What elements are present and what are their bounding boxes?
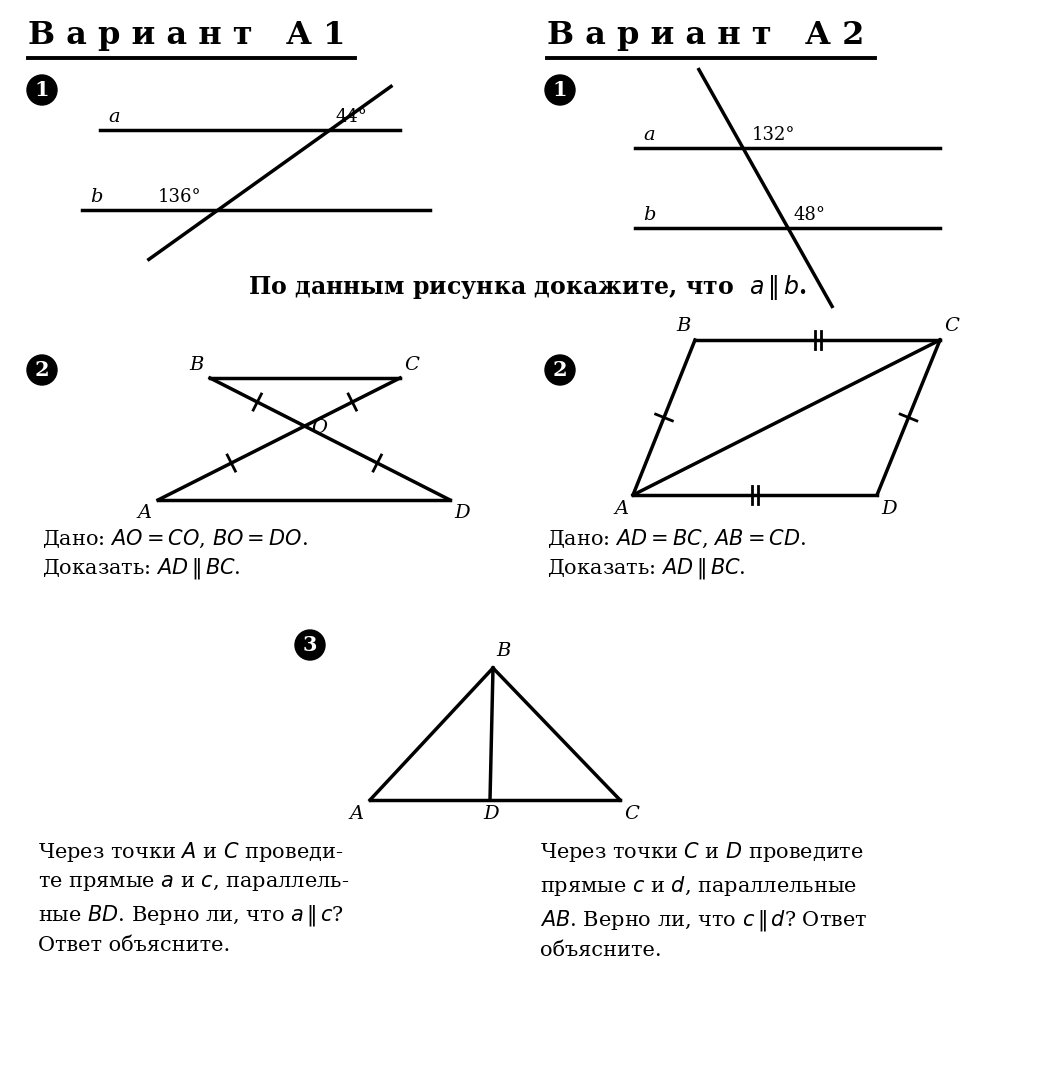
- Text: b: b: [90, 188, 102, 206]
- Text: 2: 2: [552, 360, 567, 380]
- Text: Через точки $A$ и $C$ проведи-
те прямые $a$ и $c$, параллель-
ные $BD$. Верно л: Через точки $A$ и $C$ проведи- те прямые…: [38, 840, 349, 955]
- Circle shape: [27, 75, 57, 104]
- Circle shape: [545, 75, 575, 104]
- Text: 2: 2: [35, 360, 50, 380]
- Text: Доказать: $AD\,\|\,BC$.: Доказать: $AD\,\|\,BC$.: [42, 556, 240, 581]
- Text: 136°: 136°: [158, 188, 201, 206]
- Text: Дано: $AO = CO$, $BO = DO$.: Дано: $AO = CO$, $BO = DO$.: [42, 528, 308, 550]
- Text: B: B: [677, 317, 691, 335]
- Text: D: D: [881, 500, 897, 518]
- Text: По данным рисунка докажите, что  $a\,\|\,b$.: По данным рисунка докажите, что $a\,\|\,…: [248, 274, 806, 303]
- Text: 132°: 132°: [752, 126, 796, 144]
- Text: C: C: [944, 317, 959, 335]
- Text: В а р и а н т   А 1: В а р и а н т А 1: [28, 20, 346, 51]
- Circle shape: [545, 355, 575, 384]
- Text: Через точки $C$ и $D$ проведите
прямые $c$ и $d$, параллельные
$AB$. Верно ли, ч: Через точки $C$ и $D$ проведите прямые $…: [540, 840, 867, 960]
- Text: C: C: [624, 805, 639, 823]
- Text: b: b: [643, 206, 656, 224]
- Text: 1: 1: [35, 80, 50, 100]
- Text: Доказать: $AD\,\|\,BC$.: Доказать: $AD\,\|\,BC$.: [547, 556, 745, 581]
- Text: O: O: [312, 419, 328, 437]
- Text: D: D: [483, 805, 499, 823]
- Circle shape: [27, 355, 57, 384]
- Text: B: B: [190, 356, 204, 374]
- Text: A: A: [614, 500, 629, 518]
- Text: A: A: [350, 805, 364, 823]
- Text: Дано: $AD = BC$, $AB = CD$.: Дано: $AD = BC$, $AB = CD$.: [547, 528, 806, 550]
- Text: a: a: [108, 108, 119, 126]
- Text: D: D: [454, 504, 470, 522]
- Text: В а р и а н т   А 2: В а р и а н т А 2: [547, 20, 864, 51]
- Text: 48°: 48°: [793, 206, 825, 224]
- Text: A: A: [138, 504, 152, 522]
- Text: B: B: [496, 642, 510, 660]
- Text: 1: 1: [552, 80, 567, 100]
- Text: C: C: [404, 356, 418, 374]
- Text: 3: 3: [302, 635, 317, 655]
- Text: a: a: [643, 126, 655, 144]
- Text: 44°: 44°: [335, 108, 367, 126]
- Circle shape: [295, 630, 325, 660]
